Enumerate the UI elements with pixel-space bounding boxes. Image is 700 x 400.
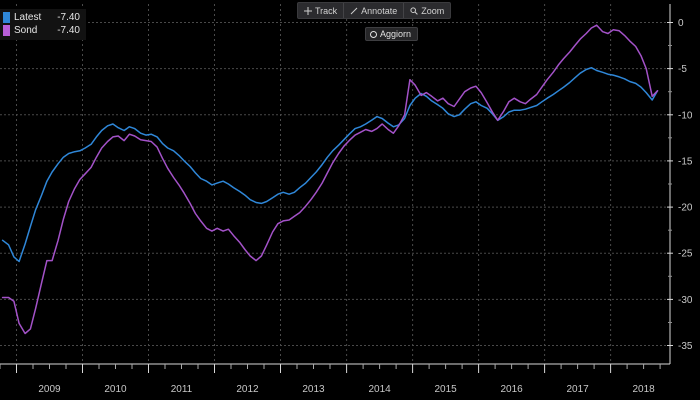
y-tick-label: -5 (678, 64, 687, 75)
y-tick-label: -30 (678, 295, 693, 306)
series-line-sond[interactable] (1, 24, 659, 335)
legend-value-sond: -7.40 (57, 25, 80, 36)
legend-swatch-sond (3, 25, 10, 36)
y-tick-label: -25 (678, 249, 693, 260)
y-tick-label: -10 (678, 110, 693, 121)
y-tick-label: -20 (678, 203, 693, 214)
grid-layer (0, 4, 670, 364)
legend-value-latest: -7.40 (57, 12, 80, 23)
legend-label-sond: Sond (14, 25, 38, 36)
x-tick-label: 2014 (368, 384, 391, 395)
axis-layer (0, 4, 673, 373)
magnifier-icon (410, 6, 418, 15)
toolbar-label-track: Track (315, 5, 338, 16)
x-tick-label: 2013 (302, 384, 325, 395)
toolbar-label-zoom: Zoom (421, 5, 445, 16)
x-tick-label: 2017 (566, 384, 589, 395)
toolbar-label-annotate: Annotate (361, 5, 398, 16)
y-tick-label: -15 (678, 156, 693, 167)
legend-item-latest[interactable]: Latest -7.40 (3, 11, 80, 24)
y-tick-label: -35 (678, 341, 693, 352)
x-tick-label: 2012 (236, 384, 259, 395)
series-line-latest[interactable] (1, 66, 659, 263)
pencil-icon (350, 7, 358, 15)
y-tick-label: 0 (678, 18, 684, 29)
refresh-button-label: Aggiorn (380, 29, 412, 39)
refresh-button[interactable]: Aggiorn (365, 27, 419, 41)
legend-label-latest: Latest (14, 12, 42, 23)
toolbar-button-annotate[interactable]: Annotate (344, 3, 405, 18)
toolbar-button-zoom[interactable]: Zoom (404, 3, 450, 18)
x-tick-label: 2018 (632, 384, 655, 395)
x-tick-label: 2015 (434, 384, 457, 395)
chart-legend[interactable]: Latest -7.40 Sond -7.40 (0, 9, 86, 40)
x-tick-label: 2016 (500, 384, 523, 395)
x-tick-label: 2011 (171, 384, 193, 395)
chart-toolbar[interactable]: Track Annotate Zoom (297, 2, 452, 19)
legend-item-sond[interactable]: Sond -7.40 (3, 24, 80, 37)
legend-swatch-latest (3, 12, 10, 23)
toolbar-button-track[interactable]: Track (298, 3, 345, 18)
x-tick-label: 2009 (38, 384, 61, 395)
crosshair-icon (304, 6, 312, 15)
refresh-icon (370, 30, 377, 38)
series-layer (1, 24, 659, 335)
tick-label-layer: 0 -5 -10 -15 -20 -25 -30 -35 2009 2010 2011 2012 201… (38, 18, 693, 395)
x-tick-label: 2010 (104, 384, 127, 395)
